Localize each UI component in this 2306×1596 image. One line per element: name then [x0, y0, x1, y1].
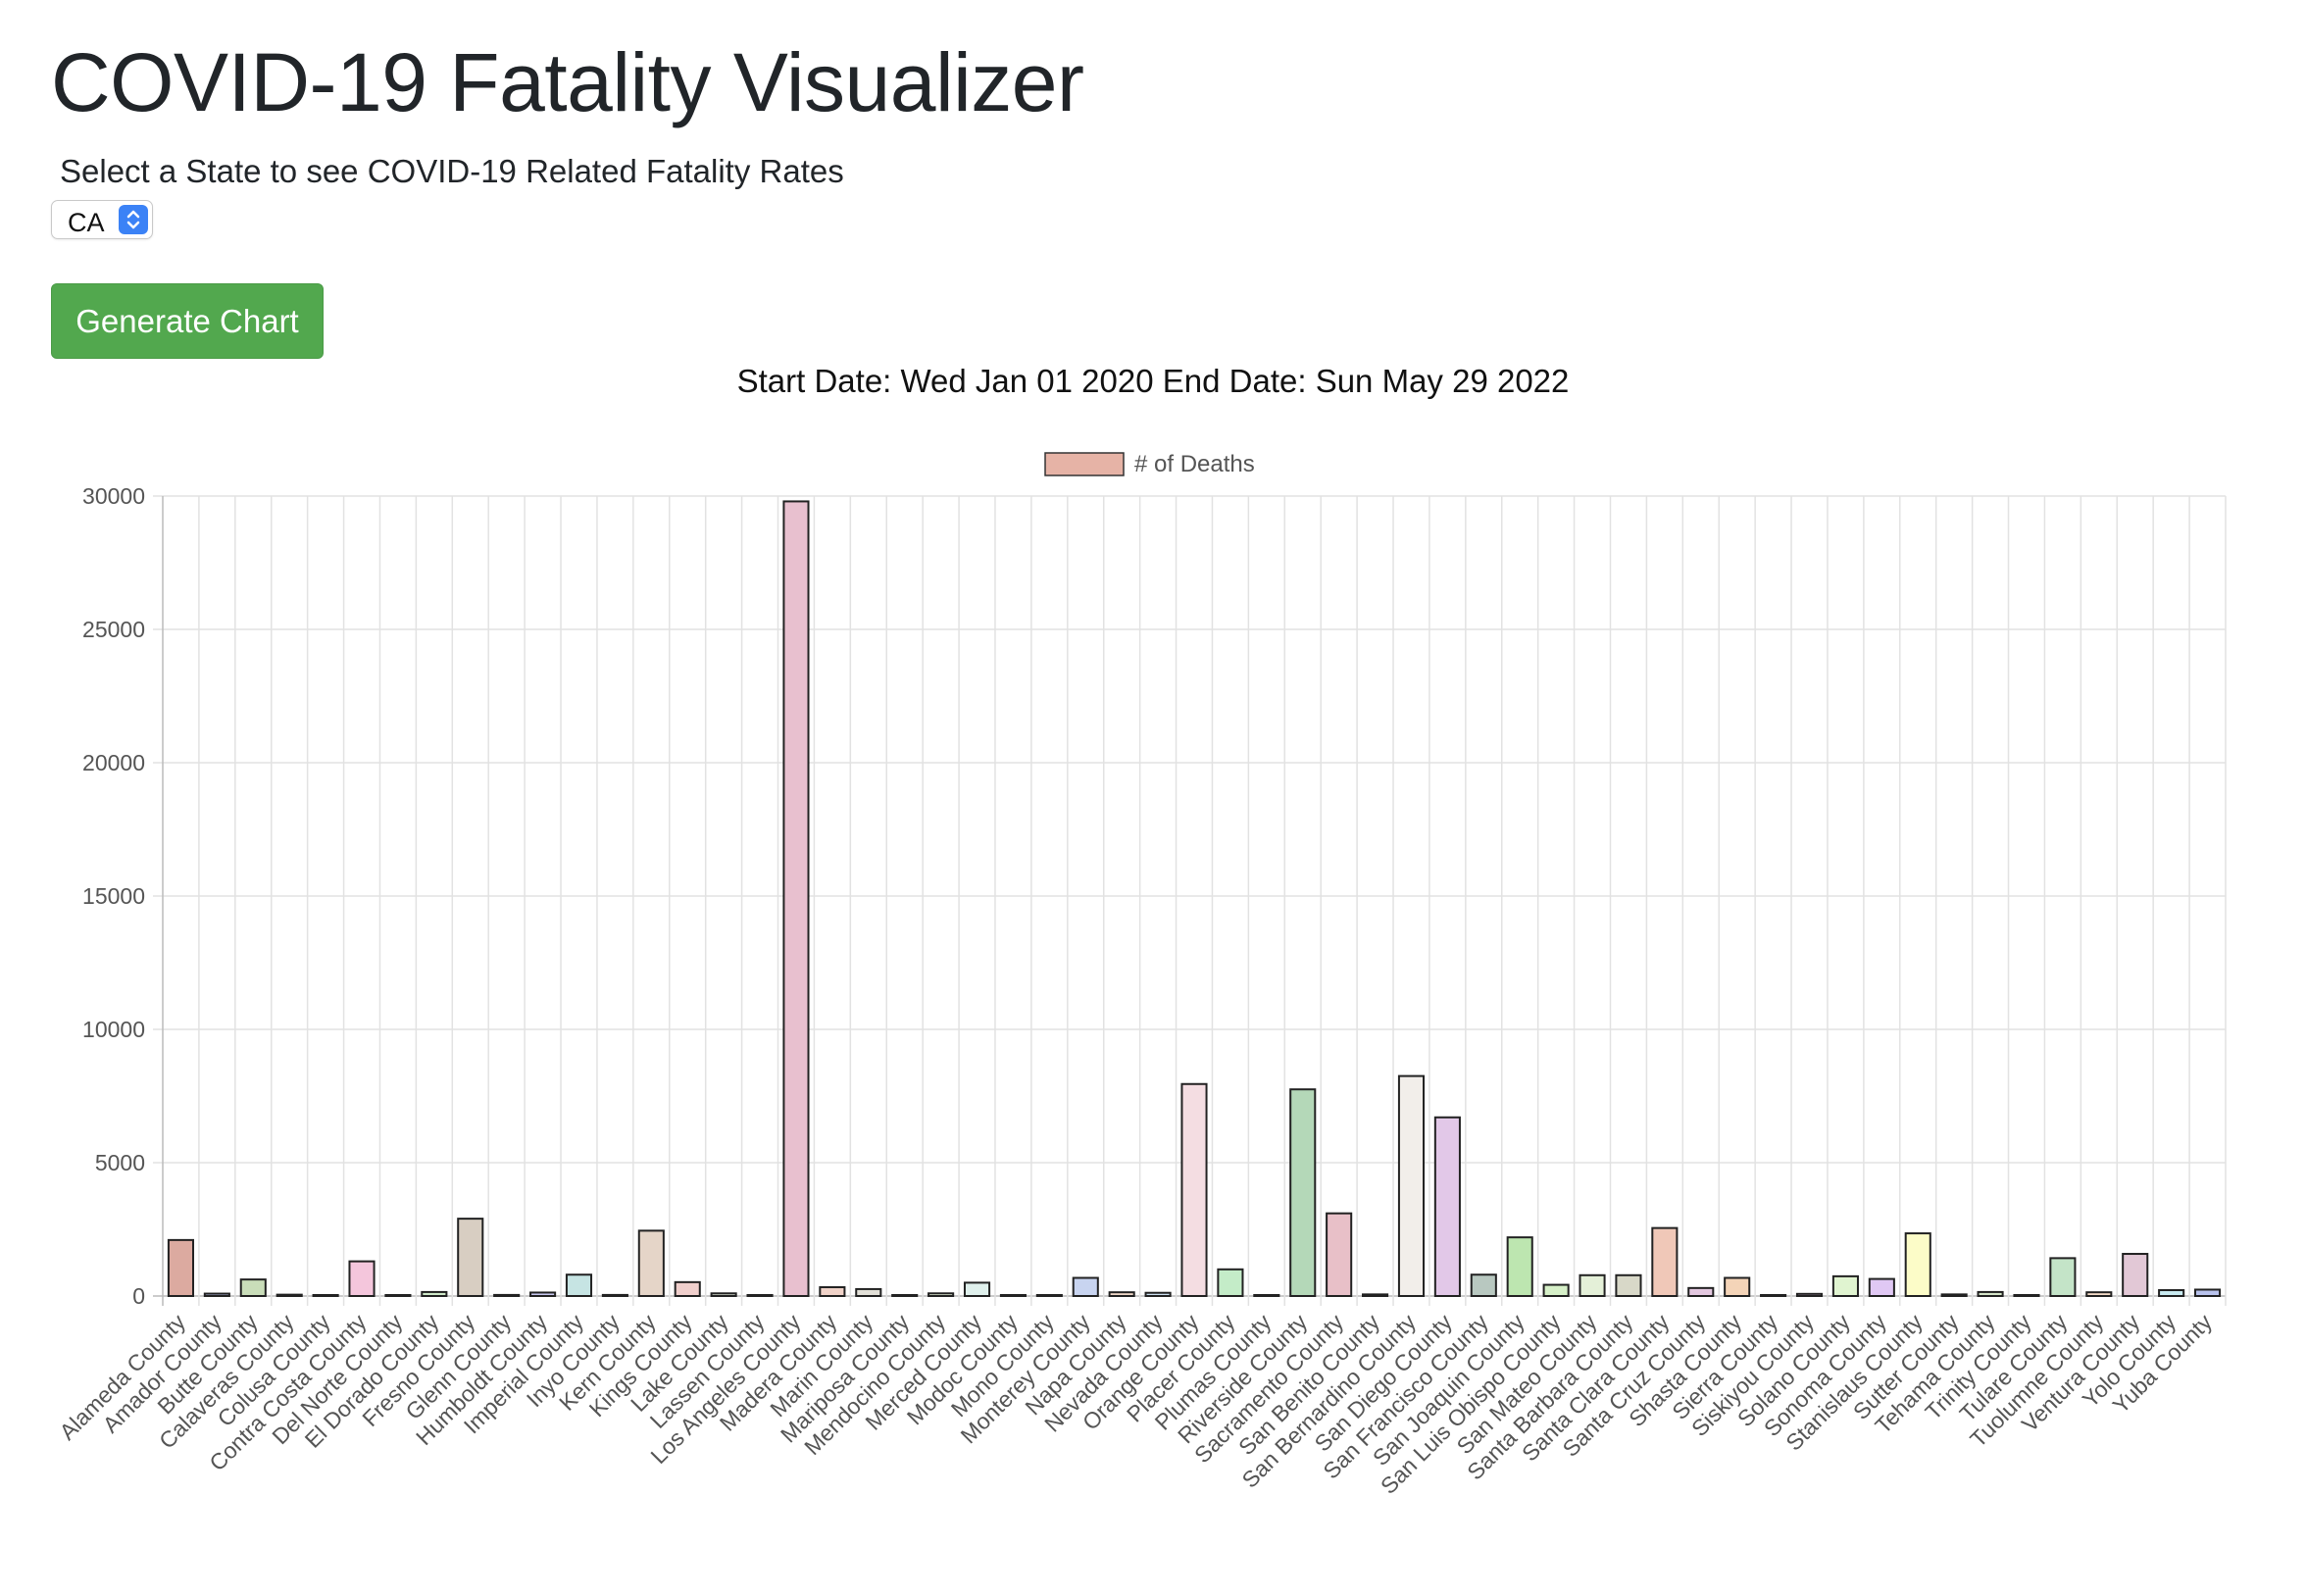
- y-tick-label: 10000: [82, 1017, 145, 1042]
- bar[interactable]: [1072, 1276, 1099, 1298]
- state-select[interactable]: CA: [51, 200, 153, 239]
- y-tick-label: 20000: [82, 750, 145, 775]
- bar[interactable]: [963, 1281, 991, 1298]
- y-axis-ticks: 0 5000 10000 15000 20000 25000 30000: [82, 483, 145, 1309]
- bar[interactable]: [2122, 1253, 2149, 1297]
- bar[interactable]: [2085, 1291, 2113, 1298]
- bar[interactable]: [1651, 1226, 1679, 1298]
- bar[interactable]: [746, 1294, 774, 1297]
- bar[interactable]: [782, 500, 810, 1297]
- bar[interactable]: [1868, 1277, 1895, 1297]
- deaths-bar-chart: # of Deaths 0 5000 10000 15000 20000 25000 300…: [54, 451, 2227, 1499]
- bar[interactable]: [927, 1292, 955, 1298]
- bar[interactable]: [674, 1280, 701, 1298]
- bar[interactable]: [529, 1291, 557, 1297]
- chart-grid: [153, 495, 2227, 1306]
- bar[interactable]: [2193, 1288, 2222, 1297]
- bar[interactable]: [1687, 1286, 1715, 1298]
- legend-swatch: [1044, 452, 1125, 476]
- bar[interactable]: [1180, 1082, 1208, 1298]
- bar[interactable]: [565, 1273, 593, 1297]
- bar[interactable]: [637, 1229, 665, 1297]
- bar[interactable]: [1362, 1293, 1389, 1297]
- state-select-label: Select a State to see COVID-19 Related F…: [60, 153, 844, 189]
- bar[interactable]: [1831, 1274, 1859, 1298]
- generate-chart-button[interactable]: Generate Chart: [51, 283, 324, 359]
- chevron-up-down-icon: [119, 205, 148, 234]
- bar[interactable]: [1326, 1212, 1353, 1297]
- page-title: COVID-19 Fatality Visualizer: [51, 36, 1084, 128]
- bar[interactable]: [1470, 1273, 1497, 1297]
- y-tick-label: 15000: [82, 883, 145, 909]
- bar[interactable]: [855, 1287, 882, 1297]
- bar[interactable]: [2013, 1294, 2040, 1297]
- bar[interactable]: [1760, 1294, 1787, 1297]
- bar[interactable]: [1397, 1074, 1426, 1297]
- bar[interactable]: [457, 1218, 484, 1297]
- bar[interactable]: [384, 1294, 412, 1297]
- bar[interactable]: [1615, 1273, 1642, 1297]
- bar[interactable]: [203, 1292, 230, 1298]
- bar[interactable]: [1289, 1088, 1317, 1298]
- bar[interactable]: [819, 1286, 846, 1297]
- bar[interactable]: [2049, 1257, 2077, 1297]
- bar[interactable]: [1144, 1291, 1172, 1298]
- bar[interactable]: [999, 1294, 1027, 1297]
- bar[interactable]: [348, 1260, 376, 1298]
- bar[interactable]: [167, 1238, 195, 1298]
- bar[interactable]: [1035, 1294, 1063, 1297]
- legend-label: # of Deaths: [1134, 451, 1255, 477]
- bar[interactable]: [239, 1278, 267, 1297]
- chart-legend: # of Deaths: [1044, 451, 1255, 477]
- bar[interactable]: [1253, 1294, 1280, 1297]
- bar[interactable]: [276, 1293, 303, 1298]
- y-tick-label: 5000: [95, 1150, 145, 1175]
- state-select-value: CA: [68, 208, 105, 237]
- bar[interactable]: [421, 1290, 448, 1297]
- bar[interactable]: [1108, 1291, 1135, 1298]
- bar[interactable]: [601, 1293, 628, 1297]
- bar[interactable]: [1795, 1292, 1824, 1297]
- bar[interactable]: [493, 1293, 521, 1297]
- y-tick-label: 30000: [82, 483, 145, 509]
- bar[interactable]: [710, 1292, 737, 1298]
- bar[interactable]: [1542, 1283, 1570, 1297]
- y-tick-label: 25000: [82, 617, 145, 642]
- bar[interactable]: [1977, 1290, 2004, 1297]
- bar[interactable]: [312, 1294, 339, 1297]
- bar[interactable]: [1724, 1276, 1751, 1298]
- bar[interactable]: [891, 1294, 919, 1297]
- y-tick-label: 0: [132, 1283, 145, 1309]
- date-range-label: Start Date: Wed Jan 01 2020 End Date: Su…: [736, 363, 1570, 399]
- bar[interactable]: [1940, 1293, 1968, 1297]
- bar[interactable]: [1217, 1268, 1244, 1297]
- bar[interactable]: [1433, 1116, 1461, 1298]
- bar[interactable]: [1506, 1236, 1533, 1297]
- bar[interactable]: [1579, 1273, 1606, 1297]
- bar[interactable]: [1904, 1232, 1931, 1298]
- chart-bars: [167, 500, 2222, 1298]
- bar[interactable]: [2158, 1289, 2185, 1297]
